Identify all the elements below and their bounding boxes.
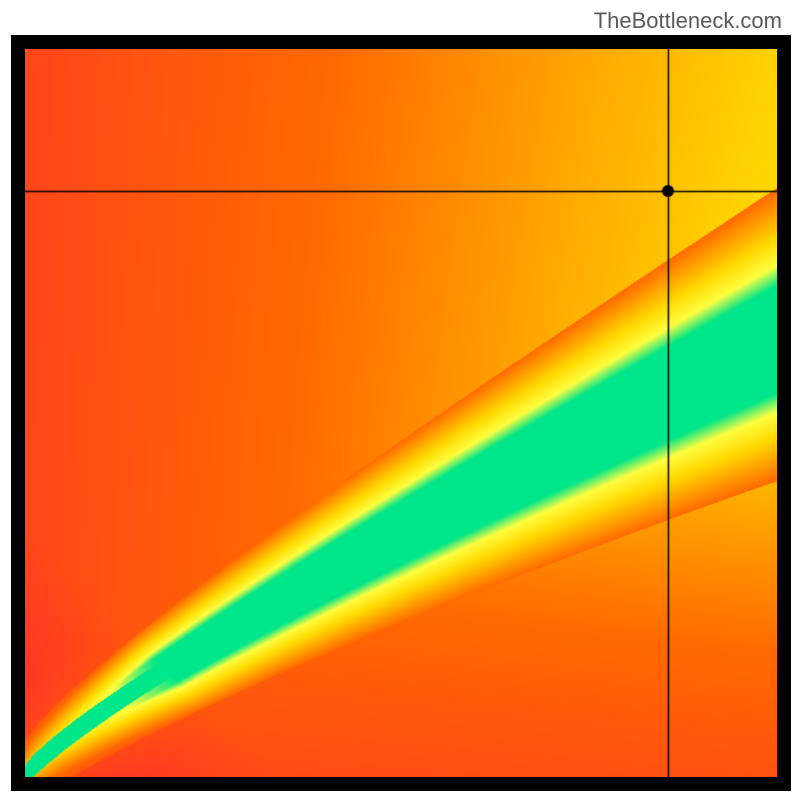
watermark-text: TheBottleneck.com — [594, 8, 782, 34]
crosshair-overlay — [25, 49, 777, 777]
